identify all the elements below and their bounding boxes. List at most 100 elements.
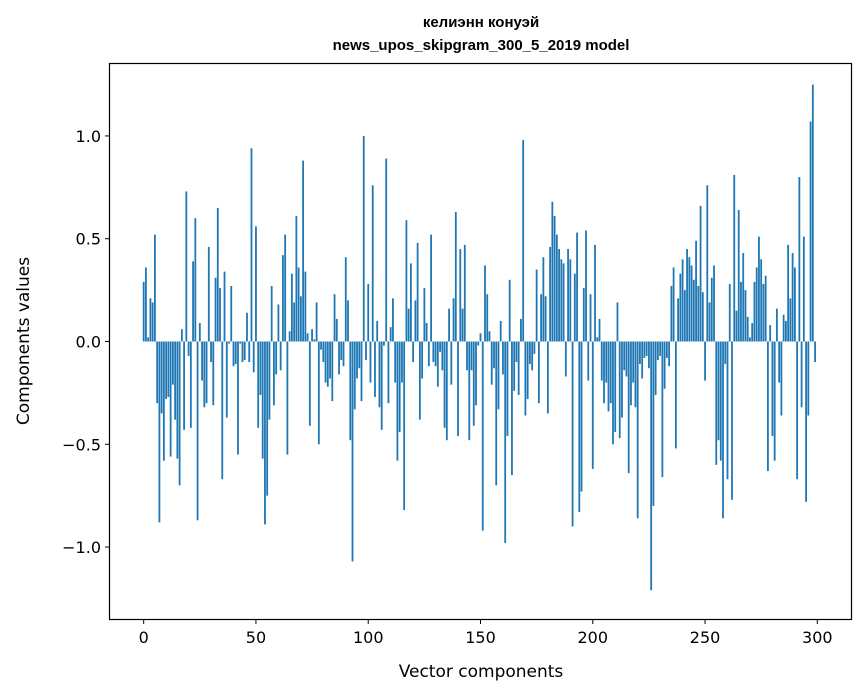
bar (562, 263, 565, 342)
bar (365, 341, 367, 360)
bar (571, 341, 574, 527)
bar (668, 341, 671, 367)
bar (672, 267, 675, 342)
bar (708, 302, 711, 342)
bar (418, 341, 421, 420)
bar (618, 341, 621, 439)
bar (299, 296, 302, 342)
x-tick-label: 50 (246, 628, 266, 647)
bar (196, 341, 199, 521)
bar (793, 267, 796, 342)
bar (169, 341, 172, 457)
bar (499, 320, 502, 342)
bar (322, 341, 325, 363)
bar (380, 341, 383, 430)
bar (270, 286, 273, 342)
bar (769, 325, 772, 342)
bar (697, 286, 700, 342)
bar (158, 341, 161, 523)
bar (623, 341, 626, 371)
bar (412, 341, 415, 363)
bar (461, 308, 464, 342)
bar (401, 341, 403, 383)
bar (450, 341, 453, 385)
bar (304, 271, 307, 342)
bar (798, 177, 801, 342)
bar (650, 341, 653, 591)
bar (441, 341, 444, 371)
bar (358, 341, 361, 369)
bar (627, 341, 630, 474)
bar (701, 292, 704, 342)
bar (383, 341, 385, 346)
bar (216, 207, 219, 342)
bar (616, 302, 619, 342)
bar (778, 341, 781, 383)
bar (681, 259, 684, 342)
bar (178, 341, 181, 486)
x-tick-label: 300 (802, 628, 833, 647)
bar (632, 341, 635, 383)
bar (463, 244, 466, 342)
bar (333, 294, 336, 342)
bar (670, 286, 673, 342)
bar (259, 341, 262, 395)
bar (733, 175, 736, 342)
bar (553, 216, 556, 342)
bar (636, 341, 639, 519)
bar (744, 290, 747, 342)
bar (445, 341, 448, 441)
bar (490, 341, 493, 385)
bar (174, 341, 177, 420)
bar (760, 259, 763, 342)
bar (537, 341, 540, 404)
bar (470, 341, 473, 371)
bar (268, 341, 271, 420)
bar (439, 341, 441, 352)
bar (719, 341, 722, 461)
bar (755, 267, 758, 342)
bar (409, 263, 412, 342)
bar (665, 341, 668, 358)
bar (457, 341, 459, 437)
bar (605, 341, 608, 383)
bar (214, 277, 217, 342)
bar (594, 244, 596, 342)
bar (257, 341, 260, 428)
bar (704, 341, 706, 381)
bar (360, 341, 363, 402)
bar (578, 341, 581, 513)
bar (171, 341, 174, 385)
bar (344, 257, 347, 342)
bar (540, 294, 543, 342)
bar (661, 341, 664, 478)
bar (340, 341, 343, 360)
x-tick-label: 100 (353, 628, 384, 647)
bar (237, 341, 239, 455)
bar (591, 341, 594, 469)
bar (338, 341, 340, 375)
bar (160, 341, 163, 414)
bar (771, 341, 774, 437)
bar (551, 201, 554, 342)
bar (782, 314, 785, 342)
bar (504, 341, 507, 543)
bar (589, 294, 592, 342)
bar (596, 337, 599, 342)
bar (789, 298, 792, 342)
bar (459, 249, 462, 342)
bar (329, 341, 331, 379)
bar (221, 341, 224, 480)
x-tick-label: 150 (465, 628, 496, 647)
bar (248, 341, 251, 363)
bar (398, 341, 401, 432)
bar (724, 341, 727, 365)
bar (232, 341, 235, 367)
bar (324, 341, 327, 383)
bar (517, 341, 520, 395)
bar (488, 331, 491, 342)
chart-title-line-2: news_upos_skipgram_300_5_2019 model (333, 37, 630, 54)
bar (524, 341, 527, 416)
bar (228, 341, 230, 344)
